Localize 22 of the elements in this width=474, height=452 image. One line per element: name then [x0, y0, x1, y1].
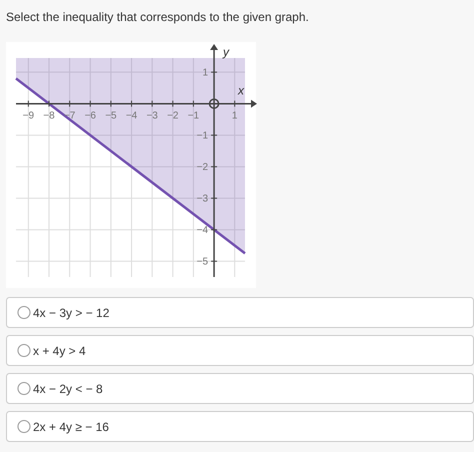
x-tick-label: −8 [43, 110, 56, 122]
chart-title: Select the inequality that corresponds to the given graph. [6, 10, 309, 24]
x-tick-label: −6 [84, 110, 96, 122]
x-tick-label: −2 [167, 110, 179, 122]
y-tick-label: −4 [196, 225, 208, 236]
text: 4x − 2y < − 8 [33, 382, 104, 396]
x-axis-title: x [237, 84, 245, 98]
y-tick-label: −1 [196, 130, 208, 142]
y-axis-title: y [222, 45, 230, 59]
text: 2x + 4y ≥ − 16 [33, 420, 110, 434]
text: x + 4y > 4 [33, 344, 86, 358]
x-tick-label: −5 [105, 110, 118, 122]
x-tick-label: −4 [126, 110, 138, 122]
x-tick-label: −9 [22, 110, 35, 122]
x-tick-label: 1 [232, 110, 238, 122]
y-tick-label: −2 [196, 162, 208, 174]
y-tick-label: −5 [196, 256, 208, 268]
y-tick-label: −3 [196, 194, 208, 205]
text: 4x − 3y > − 12 [33, 306, 110, 320]
y-tick-label: 1 [202, 68, 208, 79]
x-tick-label: −1 [188, 110, 200, 122]
x-tick-label: −3 [146, 110, 158, 122]
